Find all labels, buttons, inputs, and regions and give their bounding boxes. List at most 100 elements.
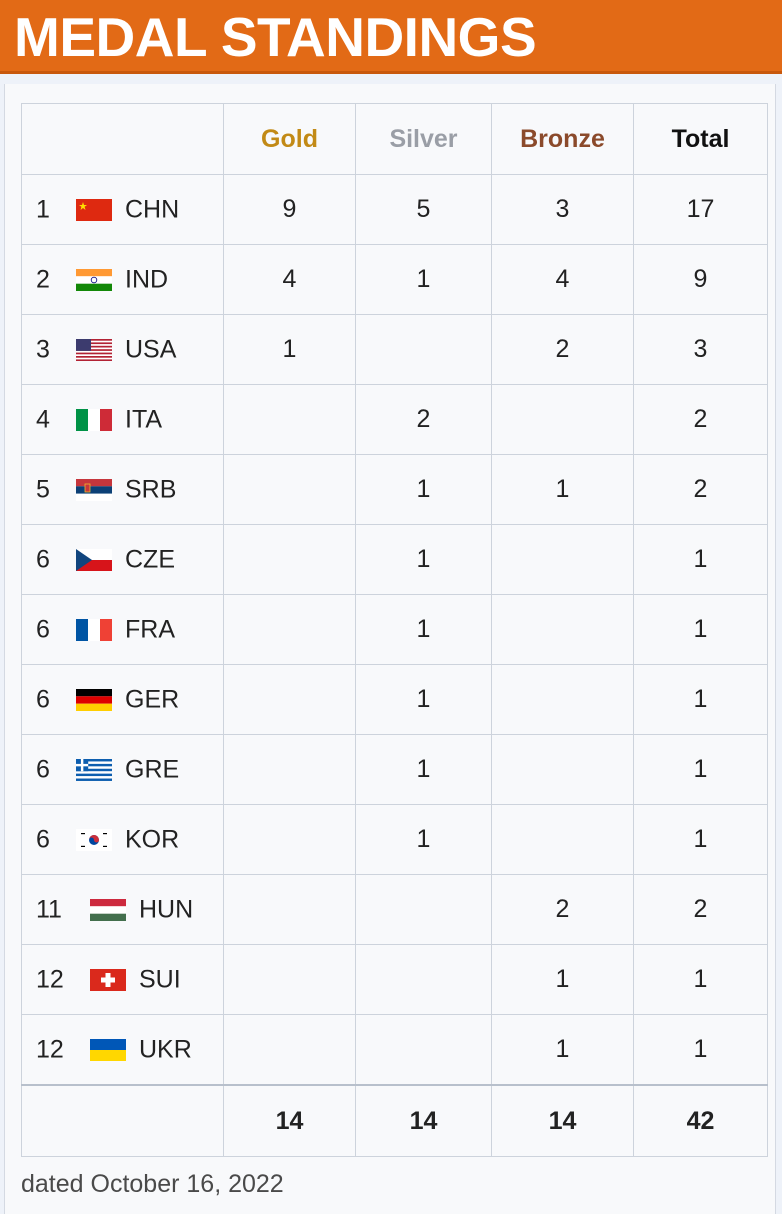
rank-label: 4: [36, 405, 50, 433]
bronze-count: 1: [491, 454, 634, 525]
nation-code[interactable]: FRA: [125, 615, 175, 643]
silver-count: 1: [355, 594, 492, 665]
bronze-count: [491, 664, 634, 735]
nation-cell: 5 SRB: [21, 454, 224, 525]
gold-count: [223, 804, 356, 875]
header-silver: Silver: [355, 103, 492, 175]
silver-count: 5: [355, 174, 492, 245]
total-count: 2: [633, 384, 768, 455]
serbia-flag-icon: [76, 478, 112, 501]
total-count: 9: [633, 244, 768, 315]
nation-cell: 2 IND: [21, 244, 224, 315]
table-row: 11 HUN 2 2: [21, 874, 768, 945]
silver-count: [355, 944, 492, 1015]
rank-label: 2: [36, 265, 50, 293]
table-row: 6 CZE 1 1: [21, 524, 768, 595]
totals-label-cell: [21, 1084, 224, 1157]
nation-code[interactable]: USA: [125, 335, 177, 363]
nation-code[interactable]: CZE: [125, 545, 175, 573]
silver-count: 1: [355, 244, 492, 315]
gold-count: [223, 594, 356, 665]
bronze-count: 3: [491, 174, 634, 245]
nation-code[interactable]: IND: [125, 265, 169, 293]
nation-cell: 11 HUN: [21, 874, 224, 945]
table-row: 5 SRB 1 1 2: [21, 454, 768, 525]
bronze-count: [491, 384, 634, 455]
gold-count: [223, 944, 356, 1015]
bronze-count: [491, 804, 634, 875]
nation-code[interactable]: SUI: [139, 965, 181, 993]
gold-count: [223, 874, 356, 945]
table-row: 4 ITA 2 2: [21, 384, 768, 455]
silver-count: 1: [355, 734, 492, 805]
india-flag-icon: [76, 268, 112, 291]
total-count: 1: [633, 524, 768, 595]
total-count: 1: [633, 1014, 768, 1086]
total-silver: 14: [355, 1084, 492, 1157]
rank-label: 12: [36, 965, 64, 993]
medal-table: Gold Silver Bronze Total 1 CHN 9 5 3 17 2 IND 4 1…: [21, 103, 768, 1157]
total-count: 2: [633, 454, 768, 525]
header-gold: Gold: [223, 103, 356, 175]
nation-code[interactable]: SRB: [125, 475, 177, 503]
table-row: 6 KOR 1 1: [21, 804, 768, 875]
greece-flag-icon: [76, 758, 112, 781]
gold-count: [223, 1014, 356, 1086]
title-banner: MEDAL STANDINGS: [0, 0, 782, 74]
total-count: 17: [633, 174, 768, 245]
table-row: 3 USA 1 2 3: [21, 314, 768, 385]
rank-label: 5: [36, 475, 50, 503]
rank-label: 3: [36, 335, 50, 363]
nation-cell: 6 GRE: [21, 734, 224, 805]
gold-count: [223, 384, 356, 455]
germany-flag-icon: [76, 688, 112, 711]
nation-code[interactable]: HUN: [139, 895, 194, 923]
nation-code[interactable]: CHN: [125, 195, 180, 223]
nation-cell: 3 USA: [21, 314, 224, 385]
bronze-count: [491, 594, 634, 665]
total-gold: 14: [223, 1084, 356, 1157]
total-count: 1: [633, 594, 768, 665]
total-total: 42: [633, 1084, 768, 1157]
table-row: 6 GRE 1 1: [21, 734, 768, 805]
totals-row: 14 14 14 42: [21, 1084, 768, 1157]
nation-code[interactable]: UKR: [139, 1035, 192, 1063]
rank-label: 6: [36, 755, 50, 783]
nation-code[interactable]: GRE: [125, 755, 180, 783]
hungary-flag-icon: [90, 898, 126, 921]
italy-flag-icon: [76, 408, 112, 431]
silver-count: 1: [355, 454, 492, 525]
nation-code[interactable]: GER: [125, 685, 180, 713]
total-count: 2: [633, 874, 768, 945]
nation-cell: 12 UKR: [21, 1014, 224, 1086]
france-flag-icon: [76, 618, 112, 641]
total-count: 3: [633, 314, 768, 385]
usa-flag-icon: [76, 338, 112, 361]
ukraine-flag-icon: [90, 1038, 126, 1061]
nation-cell: 6 FRA: [21, 594, 224, 665]
rank-label: 6: [36, 685, 50, 713]
header-nation: [21, 103, 224, 175]
nation-cell: 6 KOR: [21, 804, 224, 875]
page-title: MEDAL STANDINGS: [14, 6, 537, 68]
table-row: 2 IND 4 1 4 9: [21, 244, 768, 315]
silver-count: 2: [355, 384, 492, 455]
header-bronze: Bronze: [491, 103, 634, 175]
gold-count: 1: [223, 314, 356, 385]
total-bronze: 14: [491, 1084, 634, 1157]
total-count: 1: [633, 944, 768, 1015]
nation-cell: 1 CHN: [21, 174, 224, 245]
nation-code[interactable]: ITA: [125, 405, 163, 433]
nation-cell: 12 SUI: [21, 944, 224, 1015]
gold-count: [223, 734, 356, 805]
rank-label: 6: [36, 615, 50, 643]
nation-cell: 4 ITA: [21, 384, 224, 455]
bronze-count: 2: [491, 874, 634, 945]
bronze-count: [491, 524, 634, 595]
czechia-flag-icon: [76, 548, 112, 571]
nation-code[interactable]: KOR: [125, 825, 180, 853]
silver-count: 1: [355, 804, 492, 875]
total-count: 1: [633, 664, 768, 735]
nation-cell: 6 GER: [21, 664, 224, 735]
bronze-count: 4: [491, 244, 634, 315]
